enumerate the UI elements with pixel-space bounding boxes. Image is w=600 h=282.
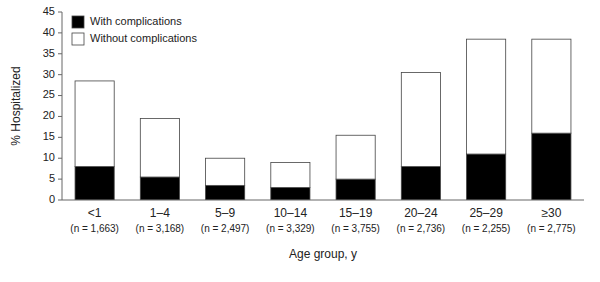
legend-label: With complications [90, 15, 182, 27]
bars [75, 39, 571, 200]
x-axis-line [62, 200, 584, 201]
bar-segment [140, 119, 179, 177]
legend-item: With complications [72, 15, 182, 28]
y-tick [58, 179, 62, 180]
bar-segment [75, 167, 114, 200]
y-tick-label: 5 [49, 172, 55, 184]
sample-size-label: (n = 2,255) [462, 223, 511, 234]
x-tick-label: 5–9 [215, 206, 235, 220]
y-tick [58, 137, 62, 138]
sample-size-label: (n = 2,736) [397, 223, 446, 234]
y-tick-label: 20 [43, 109, 55, 121]
y-axis-line [62, 12, 63, 200]
y-tick [58, 12, 62, 13]
bar-segment [271, 187, 310, 200]
bar-segment [336, 179, 375, 200]
x-axis-title: Age group, y [289, 247, 357, 261]
sample-size-label: (n = 1,663) [70, 223, 119, 234]
x-tick-label: 1–4 [150, 206, 170, 220]
y-tick [58, 158, 62, 159]
x-tick-label: 20–24 [404, 206, 438, 220]
chart-svg: 0 5 10 15 20 25 30 35 40 45 <1 (n = 1,663) 1–4 (n = 3… [0, 0, 600, 282]
y-tick-label: 0 [49, 193, 55, 205]
x-tick-label: 10–14 [274, 206, 308, 220]
y-tick-label: 45 [43, 5, 55, 17]
bar-segment [467, 39, 506, 154]
y-axis-title: % Hospitalized [9, 66, 23, 145]
x-tick-label: ≥30 [541, 206, 561, 220]
bar-segment [336, 135, 375, 179]
bar-segment [401, 167, 440, 200]
bar-segment [532, 39, 571, 133]
x-tick-label: 15–19 [339, 206, 373, 220]
sample-size-label: (n = 3,329) [266, 223, 315, 234]
sample-size-label: (n = 3,168) [136, 223, 185, 234]
y-tick [58, 32, 62, 33]
y-tick-label: 25 [43, 88, 55, 100]
y-tick-label: 35 [43, 47, 55, 59]
bar-segment [271, 162, 310, 187]
legend: With complications Without complications [72, 15, 197, 45]
bar-segment [140, 177, 179, 200]
sample-size-label: (n = 2,497) [201, 223, 250, 234]
y-tick [58, 95, 62, 96]
y-tick-label: 30 [43, 68, 55, 80]
bar-segment [401, 73, 440, 167]
legend-swatch [72, 33, 84, 45]
y-tick [58, 116, 62, 117]
y-tick-label: 15 [43, 130, 55, 142]
x-tick-label: <1 [88, 206, 102, 220]
sample-size-label: (n = 2,775) [527, 223, 576, 234]
y-tick [58, 74, 62, 75]
legend-label: Without complications [90, 32, 197, 44]
bar-segment [206, 158, 245, 185]
y-tick [58, 53, 62, 54]
x-tick-label: 25–29 [469, 206, 503, 220]
plot-area: 0 5 10 15 20 25 30 35 40 45 <1 (n = 1,663) 1–4 (n = 3… [9, 5, 584, 261]
bar-segment [532, 133, 571, 200]
y-tick-label: 40 [43, 26, 55, 38]
chart-container: 0 5 10 15 20 25 30 35 40 45 <1 (n = 1,663) 1–4 (n = 3… [0, 0, 600, 282]
y-tick [58, 200, 62, 201]
bar-segment [75, 81, 114, 167]
bar-segment [206, 185, 245, 200]
sample-size-label: (n = 3,755) [331, 223, 380, 234]
bar-segment [467, 154, 506, 200]
legend-item: Without complications [72, 32, 197, 45]
y-tick-label: 10 [43, 151, 55, 163]
legend-swatch [72, 16, 84, 28]
